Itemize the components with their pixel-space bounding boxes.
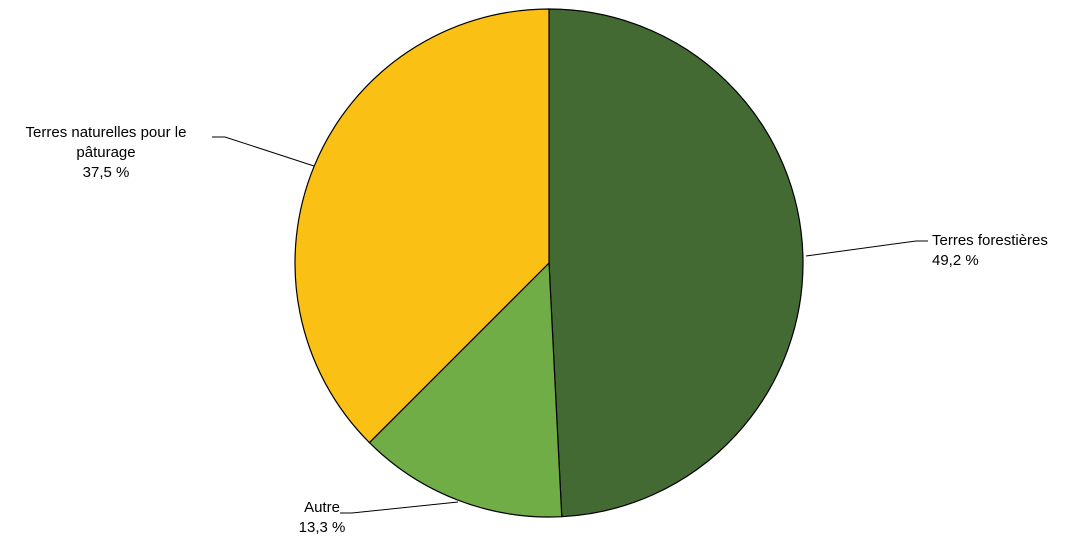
slice-value-label: 37,5 % bbox=[83, 164, 130, 181]
slice-label: Autre 13,3 % bbox=[299, 499, 346, 536]
slice-value-label: 13,3 % bbox=[299, 519, 346, 536]
slice-category-label: pâturage bbox=[76, 144, 135, 161]
slice-label: Terres naturelles pour le pâturage 37,5 % bbox=[26, 124, 187, 181]
slice-category-label: Terres forestières bbox=[932, 232, 1048, 249]
slice-category-label: Autre bbox=[304, 499, 340, 516]
pie-slice bbox=[368, 261, 563, 518]
leader-line bbox=[212, 136, 315, 167]
pie-slice bbox=[548, 8, 804, 518]
pie-slice bbox=[294, 8, 550, 444]
slice-label: Terres forestières 49,2 % bbox=[932, 232, 1048, 269]
leader-line bbox=[340, 501, 459, 514]
slice-category-label: Terres naturelles pour le bbox=[26, 124, 187, 141]
leader-line bbox=[805, 240, 928, 257]
slice-value-label: 49,2 % bbox=[932, 252, 979, 269]
